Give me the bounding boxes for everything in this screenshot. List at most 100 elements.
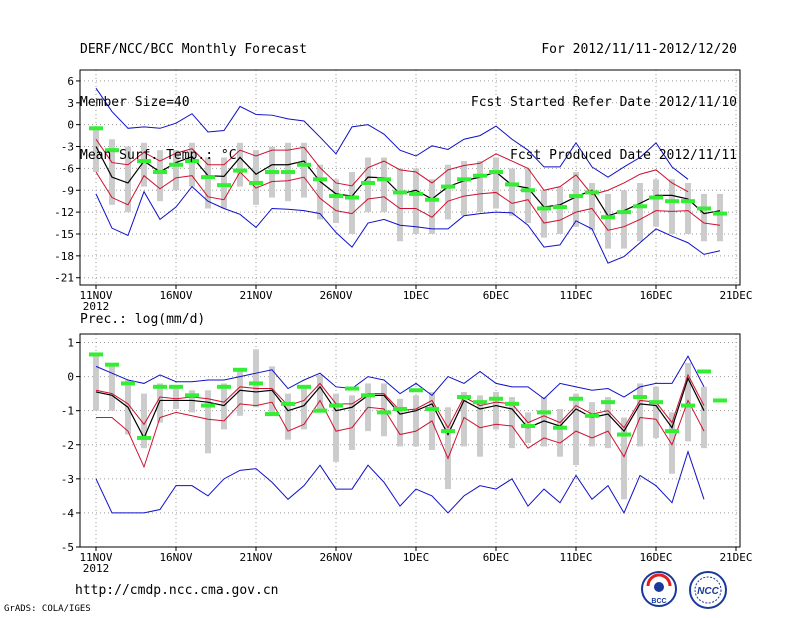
spread-box bbox=[701, 193, 707, 242]
source-url[interactable]: http://cmdp.ncc.cma.gov.cn bbox=[75, 583, 279, 598]
x-tick-label: 1DEC bbox=[403, 289, 430, 302]
spread-box bbox=[173, 386, 179, 409]
obs-marker bbox=[537, 410, 551, 415]
spread-box bbox=[333, 393, 339, 462]
obs-marker bbox=[249, 180, 263, 185]
obs-marker bbox=[121, 381, 135, 386]
y-tick-label: 1 bbox=[67, 337, 74, 350]
chart-title: DERF/NCC/BCC Monthly Forecast bbox=[80, 42, 307, 57]
precip-title: Prec.: log(mm/d) bbox=[80, 312, 205, 327]
spread-box bbox=[701, 386, 707, 449]
bcc-logo-text: BCC bbox=[651, 598, 666, 605]
obs-marker bbox=[489, 170, 503, 175]
obs-marker bbox=[601, 215, 615, 220]
obs-marker bbox=[473, 173, 487, 178]
spread-box bbox=[461, 391, 467, 447]
obs-marker bbox=[585, 413, 599, 418]
spread-box bbox=[541, 397, 547, 447]
min-line bbox=[95, 449, 705, 515]
spread-box bbox=[477, 395, 483, 457]
obs-marker bbox=[617, 210, 631, 215]
spread-box bbox=[333, 179, 339, 224]
x-tick-label: 6DEC bbox=[483, 551, 510, 564]
obs-marker bbox=[185, 159, 199, 164]
obs-marker bbox=[313, 177, 327, 182]
spread-box bbox=[413, 168, 419, 234]
spread-box bbox=[349, 395, 355, 450]
y-tick-label: 6 bbox=[67, 75, 74, 88]
obs-marker bbox=[233, 168, 247, 173]
x-tick-label: 11NOV bbox=[79, 551, 112, 564]
y-tick-label: 3 bbox=[67, 97, 74, 110]
obs-marker bbox=[169, 384, 183, 389]
spread-box bbox=[381, 157, 387, 213]
spread-box bbox=[349, 172, 355, 234]
plot-frame bbox=[79, 69, 741, 286]
y-tick-label: -12 bbox=[54, 206, 74, 219]
spread-box bbox=[557, 408, 563, 457]
spread-box bbox=[109, 364, 115, 411]
obs-marker bbox=[697, 369, 711, 374]
obs-marker bbox=[585, 190, 599, 195]
obs-marker bbox=[441, 184, 455, 189]
obs-marker bbox=[233, 367, 247, 372]
obs-marker bbox=[553, 425, 567, 430]
y-tick-label: -18 bbox=[54, 250, 74, 263]
started-date-label: Fcst Started Refer Date 2012/11/10 bbox=[470, 95, 737, 110]
obs-marker bbox=[553, 205, 567, 210]
chart-panel-2: 1 0 -1 -2 -3 -4 -5 11NOV 16NOV 21NOV 26NOV 1DEC 6DEC… bbox=[61, 312, 753, 575]
obs-marker bbox=[473, 400, 487, 405]
mean-line bbox=[95, 376, 705, 440]
obs-marker bbox=[185, 393, 199, 398]
x-tick-label: 11NOV bbox=[79, 289, 112, 302]
spread-box bbox=[429, 179, 435, 234]
lower-line bbox=[95, 171, 721, 231]
spread-box bbox=[445, 407, 451, 490]
spread-box bbox=[477, 161, 483, 213]
obs-marker bbox=[409, 191, 423, 196]
y-tick-label: -3 bbox=[61, 473, 74, 486]
spread-box bbox=[605, 193, 611, 249]
obs-marker bbox=[665, 429, 679, 434]
obs-marker bbox=[201, 175, 215, 180]
spread-box bbox=[573, 393, 579, 466]
obs-marker bbox=[153, 170, 167, 175]
spread-box bbox=[589, 182, 595, 231]
spread-box bbox=[637, 383, 643, 447]
grads-credit: GrADS: COLA/IGES bbox=[4, 604, 91, 614]
obs-marker bbox=[697, 206, 711, 211]
obs-marker bbox=[569, 396, 583, 401]
y-tick-label: 0 bbox=[67, 371, 74, 384]
spread-box bbox=[285, 393, 291, 440]
obs-marker bbox=[489, 396, 503, 401]
obs-marker bbox=[137, 435, 151, 440]
obs-marker bbox=[249, 381, 263, 386]
obs-marker bbox=[633, 204, 647, 209]
obs-marker bbox=[217, 183, 231, 188]
obs-marker bbox=[425, 197, 439, 202]
obs-marker bbox=[681, 403, 695, 408]
obs-marker bbox=[169, 162, 183, 167]
obs-marker bbox=[329, 403, 343, 408]
x-tick-label: 26NOV bbox=[319, 289, 352, 302]
obs-marker bbox=[313, 408, 327, 413]
spread-box bbox=[669, 179, 675, 234]
lower-line bbox=[96, 399, 705, 469]
obs-marker bbox=[681, 199, 695, 204]
obs-marker bbox=[201, 403, 215, 408]
obs-marker bbox=[601, 400, 615, 405]
spread-box bbox=[717, 193, 723, 242]
spread-box bbox=[445, 164, 451, 220]
y-tick-label: -21 bbox=[54, 272, 74, 285]
spread-box bbox=[557, 186, 563, 234]
obs-marker bbox=[137, 159, 151, 164]
spread-box bbox=[621, 190, 627, 249]
spread-box bbox=[509, 397, 515, 449]
spread-box bbox=[653, 386, 659, 438]
obs-marker bbox=[361, 393, 375, 398]
x-tick-label: 16NOV bbox=[159, 289, 192, 302]
x-tick-label: 26NOV bbox=[319, 551, 352, 564]
x-tick-label: 11DEC bbox=[559, 289, 592, 302]
obs-marker bbox=[361, 180, 375, 185]
